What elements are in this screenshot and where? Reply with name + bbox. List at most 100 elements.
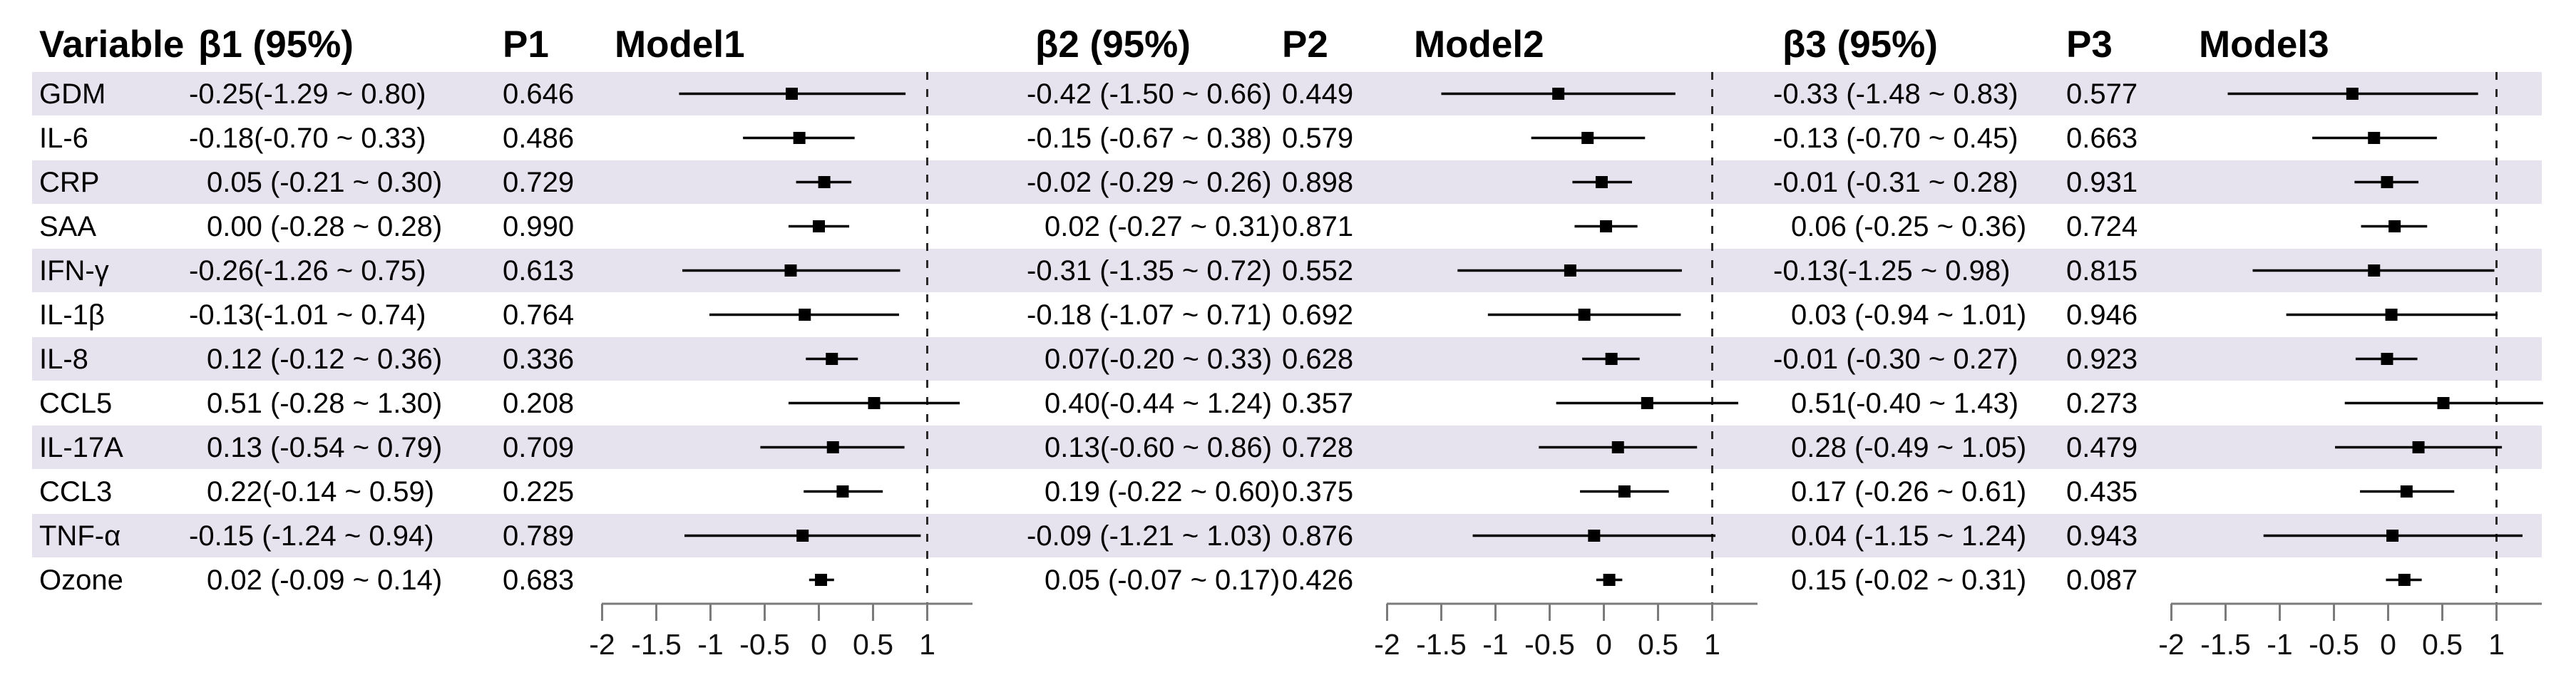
p-value: 0.628 [1282, 344, 1354, 375]
axis-tick-label: -2 [2158, 628, 2184, 661]
variable-label: SAA [39, 211, 97, 242]
p-value: 0.613 [503, 255, 575, 287]
axis-tick-label: -0.5 [1524, 628, 1575, 661]
beta-ci-value: 0.40(-0.44 ~ 1.24) [1045, 388, 1273, 419]
model-header: Model1 [615, 24, 745, 66]
axis-tick-label: -1.5 [1416, 628, 1467, 661]
beta-ci-value: -0.18(-0.70 ~ 0.33) [189, 123, 426, 154]
beta-ci-value: 0.17 (-0.26 ~ 0.61) [1791, 476, 2027, 508]
effect-marker [868, 397, 881, 409]
axis-tick-label: -1.5 [2200, 628, 2251, 661]
beta-ci-value: 0.12 (-0.12 ~ 0.36) [207, 344, 443, 375]
axis-tick-label: 0 [2380, 628, 2396, 661]
beta-ci-value: 0.05 (-0.21 ~ 0.30) [207, 167, 443, 198]
p-value: 0.435 [2066, 476, 2138, 508]
effect-marker [2388, 220, 2401, 232]
axis-tick-label: 0.5 [853, 628, 893, 661]
p-value: 0.923 [2066, 344, 2138, 375]
effect-marker [813, 220, 825, 232]
p-value: 0.663 [2066, 123, 2138, 154]
row-stripe [32, 426, 2542, 469]
beta-ci-value: 0.07(-0.20 ~ 0.33) [1045, 344, 1273, 375]
axis-tick-label: 0.5 [2422, 628, 2463, 661]
model-header: Model3 [2199, 24, 2329, 66]
beta-ci-value: 0.51(-0.40 ~ 1.43) [1791, 388, 2019, 419]
effect-marker [836, 485, 849, 498]
effect-marker [799, 309, 811, 321]
p-value: 0.273 [2066, 388, 2138, 419]
axis-tick-label: -2 [589, 628, 615, 661]
axis-tick-label: 0 [1596, 628, 1612, 661]
beta-ci-value: 0.02 (-0.09 ~ 0.14) [207, 565, 443, 596]
p-value: 0.336 [503, 344, 575, 375]
beta-ci-value: 0.04 (-1.15 ~ 1.24) [1791, 520, 2027, 552]
row-stripe [32, 249, 2542, 292]
variable-label: CCL5 [39, 388, 113, 419]
beta-ci-value: -0.31 (-1.35 ~ 0.72) [1027, 255, 1272, 287]
axis-tick-label: -2 [1374, 628, 1400, 661]
row-stripe [32, 72, 2542, 115]
p-value: 0.815 [2066, 255, 2138, 287]
effect-marker [2368, 132, 2381, 144]
axis-tick-label: 0.5 [1638, 628, 1678, 661]
beta-header: β3 (95%) [1782, 24, 1938, 66]
p-value: 0.931 [2066, 167, 2138, 198]
beta-ci-value: -0.13 (-0.70 ~ 0.45) [1773, 123, 2018, 154]
beta-ci-value: 0.22(-0.14 ~ 0.59) [207, 476, 435, 508]
variable-label: IL-17A [39, 432, 123, 463]
beta-ci-value: 0.03 (-0.94 ~ 1.01) [1791, 299, 2027, 331]
beta-ci-value: -0.15 (-0.67 ~ 0.38) [1027, 123, 1272, 154]
variable-label: GDM [39, 78, 106, 110]
beta-ci-value: -0.13(-1.25 ~ 0.98) [1773, 255, 2011, 287]
p-header: P1 [503, 24, 549, 66]
variable-label: IL-6 [39, 123, 88, 154]
p-value: 0.579 [1282, 123, 1354, 154]
beta-ci-value: 0.02 (-0.27 ~ 0.31) [1045, 211, 1281, 242]
p-value: 0.087 [2066, 565, 2138, 596]
beta-ci-value: -0.25(-1.29 ~ 0.80) [189, 78, 426, 110]
effect-marker [2385, 309, 2398, 321]
beta-ci-value: 0.05 (-0.07 ~ 0.17) [1045, 565, 1281, 596]
beta-ci-value: -0.01 (-0.30 ~ 0.27) [1773, 344, 2018, 375]
p-value: 0.552 [1282, 255, 1354, 287]
beta-header: β2 (95%) [1035, 24, 1191, 66]
variable-label: IL-1β [39, 299, 105, 331]
axis-tick-label: 0 [811, 628, 827, 661]
p-value: 0.357 [1282, 388, 1354, 419]
axis-tick-label: -1 [2267, 628, 2292, 661]
model-header: Model2 [1414, 24, 1544, 66]
beta-ci-value: -0.02 (-0.29 ~ 0.26) [1027, 167, 1272, 198]
effect-marker [1641, 397, 1653, 409]
p-value: 0.449 [1282, 78, 1354, 110]
beta-ci-value: -0.18 (-1.07 ~ 0.71) [1027, 299, 1272, 331]
row-stripe [32, 337, 2542, 381]
beta-ci-value: 0.00 (-0.28 ~ 0.28) [207, 211, 443, 242]
effect-marker [1578, 309, 1591, 321]
effect-marker [2400, 485, 2413, 498]
variable-label: TNF-α [39, 520, 121, 552]
p-value: 0.943 [2066, 520, 2138, 552]
beta-ci-value: -0.15 (-1.24 ~ 0.94) [189, 520, 434, 552]
p-value: 0.486 [503, 123, 575, 154]
beta-ci-value: -0.33 (-1.48 ~ 0.83) [1773, 78, 2018, 110]
variable-label: IFN-γ [39, 255, 109, 287]
beta-ci-value: -0.26(-1.26 ~ 0.75) [189, 255, 426, 287]
p-value: 0.724 [2066, 211, 2138, 242]
variable-label: CCL3 [39, 476, 113, 508]
beta-ci-value: -0.09 (-1.21 ~ 1.03) [1027, 520, 1272, 552]
variable-label: IL-8 [39, 344, 88, 375]
beta-header: β1 (95%) [198, 24, 354, 66]
p-value: 0.789 [503, 520, 575, 552]
beta-ci-value: 0.19 (-0.22 ~ 0.60) [1045, 476, 1281, 508]
axis-tick-label: -1 [697, 628, 723, 661]
p-value: 0.729 [503, 167, 575, 198]
effect-marker [815, 574, 828, 586]
axis-tick-label: 1 [2488, 628, 2505, 661]
beta-ci-value: 0.13 (-0.54 ~ 0.79) [207, 432, 443, 463]
p-value: 0.225 [503, 476, 575, 508]
p-value: 0.577 [2066, 78, 2138, 110]
p-value: 0.946 [2066, 299, 2138, 331]
effect-marker [793, 132, 806, 144]
p-value: 0.683 [503, 565, 575, 596]
